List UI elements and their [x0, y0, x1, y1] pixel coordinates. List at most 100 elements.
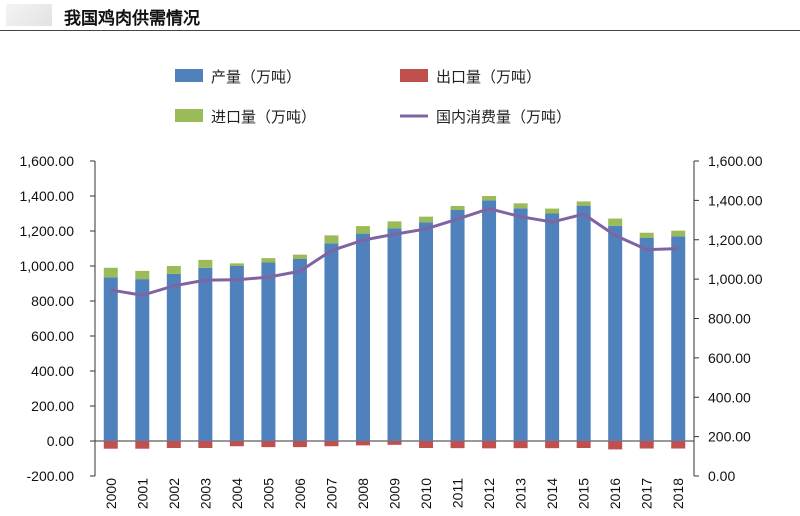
bar-imports [355, 226, 370, 234]
x-tick-label: 2010 [418, 478, 434, 509]
bar-imports [387, 221, 402, 229]
x-tick-label: 2003 [197, 478, 213, 509]
left-tick-label: -200.00 [27, 468, 75, 484]
bar-exports [608, 441, 623, 450]
bar-production [166, 273, 181, 441]
bar-production [639, 238, 654, 441]
x-tick-label: 2005 [260, 478, 276, 509]
x-tick-label: 2008 [355, 478, 371, 509]
x-tick-label: 2017 [639, 478, 655, 509]
x-tick-label: 2018 [670, 478, 686, 509]
bar-exports [450, 441, 465, 449]
bar-exports [135, 441, 150, 449]
bar-imports [261, 258, 276, 263]
bar-exports [513, 441, 528, 449]
right-tick-label: 400.00 [708, 389, 751, 405]
bar-exports [545, 441, 560, 449]
bar-exports [387, 441, 402, 445]
bar-imports [229, 263, 244, 266]
bar-production [419, 222, 434, 441]
bar-imports [324, 235, 339, 244]
bar-production [198, 267, 213, 441]
bar-exports [576, 441, 591, 448]
bar-imports [198, 259, 213, 268]
right-tick-label: 800.00 [708, 311, 751, 327]
bar-exports [355, 441, 370, 446]
right-tick-label: 1,200.00 [708, 232, 763, 248]
bar-imports [419, 216, 434, 223]
bar-production [229, 266, 244, 441]
bar-imports [639, 232, 654, 238]
right-tick-label: 0.00 [708, 468, 735, 484]
bar-imports [103, 267, 118, 278]
bar-production [324, 243, 339, 441]
bar-production [545, 213, 560, 441]
right-tick-label: 200.00 [708, 429, 751, 445]
left-tick-label: 1,400.00 [20, 188, 75, 204]
legend-swatch [175, 69, 203, 82]
left-tick-label: 400.00 [31, 363, 74, 379]
x-tick-label: 2014 [544, 478, 560, 509]
bar-imports [135, 270, 150, 280]
bar-exports [292, 441, 307, 448]
bar-exports [229, 441, 244, 447]
right-tick-label: 1,400.00 [708, 192, 763, 208]
x-tick-label: 2001 [134, 478, 150, 509]
right-tick-label: 1,600.00 [708, 153, 763, 169]
right-tick-label: 1,000.00 [708, 271, 763, 287]
x-tick-label: 2016 [607, 478, 623, 509]
bar-production [387, 228, 402, 441]
left-tick-label: 1,600.00 [20, 153, 75, 169]
left-tick-label: 600.00 [31, 328, 74, 344]
bar-production [482, 200, 497, 441]
left-tick-label: 0.00 [47, 433, 74, 449]
x-tick-label: 2002 [166, 478, 182, 509]
right-tick-label: 600.00 [708, 350, 751, 366]
x-tick-label: 2011 [450, 478, 466, 508]
x-tick-label: 2013 [513, 478, 529, 509]
legend-swatch [400, 69, 428, 82]
left-tick-label: 1,200.00 [20, 223, 75, 239]
bar-production [671, 236, 686, 441]
x-tick-label: 2004 [229, 478, 245, 509]
bar-imports [608, 218, 623, 226]
legend-swatch [175, 109, 203, 122]
left-tick-label: 200.00 [31, 398, 74, 414]
bar-exports [166, 441, 181, 448]
bar-exports [103, 441, 118, 449]
x-tick-label: 2009 [387, 478, 403, 509]
legend-label: 进口量（万吨） [211, 108, 316, 126]
bar-production [355, 233, 370, 441]
bar-production [513, 208, 528, 441]
bar-production [608, 225, 623, 441]
legend-label: 出口量（万吨） [436, 68, 541, 86]
x-tick-label: 2006 [292, 478, 308, 509]
line-consumption [110, 207, 679, 297]
left-tick-label: 800.00 [31, 293, 74, 309]
bar-imports [166, 266, 181, 274]
bar-exports [198, 441, 213, 448]
title-divider [0, 30, 800, 31]
logo-mark [6, 4, 52, 26]
bar-exports [671, 441, 686, 449]
bar-imports [450, 205, 465, 210]
bar-exports [639, 441, 654, 449]
legend-label: 国内消费量（万吨） [436, 108, 571, 126]
legend-label: 产量（万吨） [211, 68, 301, 86]
x-tick-label: 2012 [481, 478, 497, 509]
x-tick-label: 2015 [576, 478, 592, 509]
bar-imports [576, 201, 591, 206]
bar-exports [419, 441, 434, 448]
bar-production [103, 277, 118, 441]
bar-production [450, 210, 465, 441]
x-tick-label: 2007 [323, 478, 339, 509]
left-tick-label: 1,000.00 [20, 258, 75, 274]
bar-imports [292, 254, 307, 259]
bar-imports [482, 196, 497, 201]
bar-imports [545, 208, 560, 214]
bar-production [261, 262, 276, 441]
bar-exports [261, 441, 276, 448]
bar-imports [671, 230, 686, 237]
bar-production [135, 279, 150, 441]
